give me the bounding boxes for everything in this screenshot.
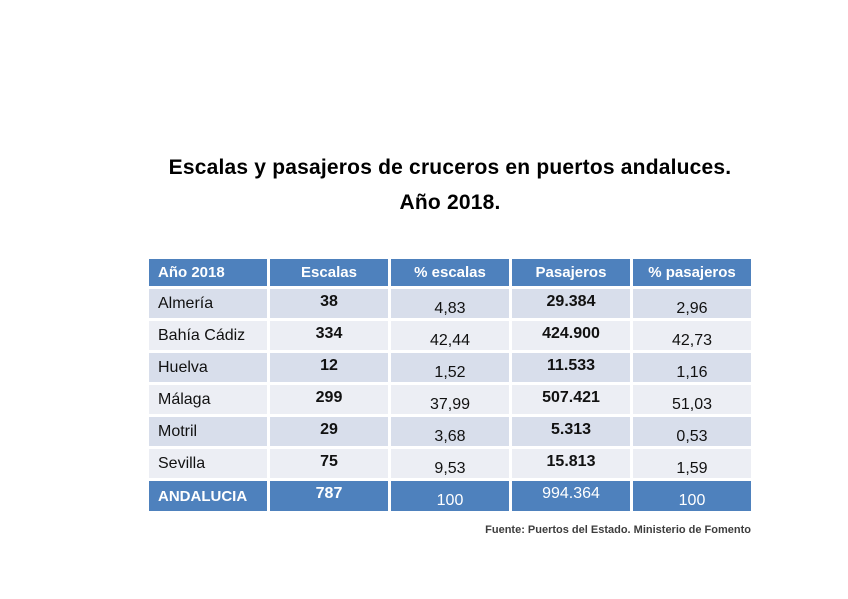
table-row: Almería 38 4,83 29.384 2,96 xyxy=(149,289,751,318)
table-row: Málaga 299 37,99 507.421 51,03 xyxy=(149,385,751,414)
header-pasajeros: Pasajeros xyxy=(512,259,630,286)
cell-pct-escalas: 42,44 xyxy=(391,321,509,350)
cell-total-pct-pasajeros: 100 xyxy=(633,481,751,511)
cell-pct-pasajeros: 42,73 xyxy=(633,321,751,350)
cell-pasajeros: 15.813 xyxy=(512,449,630,478)
cruise-table-container: Año 2018 Escalas % escalas Pasajeros % p… xyxy=(146,256,754,514)
cell-escalas: 12 xyxy=(270,353,388,382)
table-row: Motril 29 3,68 5.313 0,53 xyxy=(149,417,751,446)
page-title: Escalas y pasajeros de cruceros en puert… xyxy=(120,150,780,220)
cell-escalas: 75 xyxy=(270,449,388,478)
cell-pct-escalas: 1,52 xyxy=(391,353,509,382)
cell-total-pct-escalas: 100 xyxy=(391,481,509,511)
cell-pasajeros: 29.384 xyxy=(512,289,630,318)
cell-total-escalas: 787 xyxy=(270,481,388,511)
cell-pasajeros: 424.900 xyxy=(512,321,630,350)
cell-port: Almería xyxy=(149,289,267,318)
cell-pasajeros: 11.533 xyxy=(512,353,630,382)
cell-total-label: ANDALUCIA xyxy=(149,481,267,511)
header-pct-escalas: % escalas xyxy=(391,259,509,286)
cell-escalas: 299 xyxy=(270,385,388,414)
cell-total-pasajeros: 994.364 xyxy=(512,481,630,511)
cell-pct-escalas: 9,53 xyxy=(391,449,509,478)
cell-pct-pasajeros: 1,59 xyxy=(633,449,751,478)
page-title-line1: Escalas y pasajeros de cruceros en puert… xyxy=(168,156,732,179)
table-header-row: Año 2018 Escalas % escalas Pasajeros % p… xyxy=(149,259,751,286)
table-row: Sevilla 75 9,53 15.813 1,59 xyxy=(149,449,751,478)
cell-pct-escalas: 3,68 xyxy=(391,417,509,446)
cell-pct-escalas: 4,83 xyxy=(391,289,509,318)
header-escalas: Escalas xyxy=(270,259,388,286)
cell-pct-pasajeros: 2,96 xyxy=(633,289,751,318)
cell-port: Sevilla xyxy=(149,449,267,478)
cell-pasajeros: 507.421 xyxy=(512,385,630,414)
cell-pct-escalas: 37,99 xyxy=(391,385,509,414)
source-attribution: Fuente: Puertos del Estado. Ministerio d… xyxy=(485,524,751,536)
table-row: Bahía Cádiz 334 42,44 424.900 42,73 xyxy=(149,321,751,350)
header-year: Año 2018 xyxy=(149,259,267,286)
cell-port: Málaga xyxy=(149,385,267,414)
cell-pct-pasajeros: 0,53 xyxy=(633,417,751,446)
page-title-line2: Año 2018. xyxy=(399,191,501,214)
cell-pct-pasajeros: 51,03 xyxy=(633,385,751,414)
cell-port: Bahía Cádiz xyxy=(149,321,267,350)
cruise-table: Año 2018 Escalas % escalas Pasajeros % p… xyxy=(146,256,754,514)
table-total-row: ANDALUCIA 787 100 994.364 100 xyxy=(149,481,751,511)
cell-port: Huelva xyxy=(149,353,267,382)
table-row: Huelva 12 1,52 11.533 1,16 xyxy=(149,353,751,382)
cell-escalas: 334 xyxy=(270,321,388,350)
cell-port: Motril xyxy=(149,417,267,446)
cell-escalas: 38 xyxy=(270,289,388,318)
cell-escalas: 29 xyxy=(270,417,388,446)
cell-pasajeros: 5.313 xyxy=(512,417,630,446)
header-pct-pasajeros: % pasajeros xyxy=(633,259,751,286)
cell-pct-pasajeros: 1,16 xyxy=(633,353,751,382)
